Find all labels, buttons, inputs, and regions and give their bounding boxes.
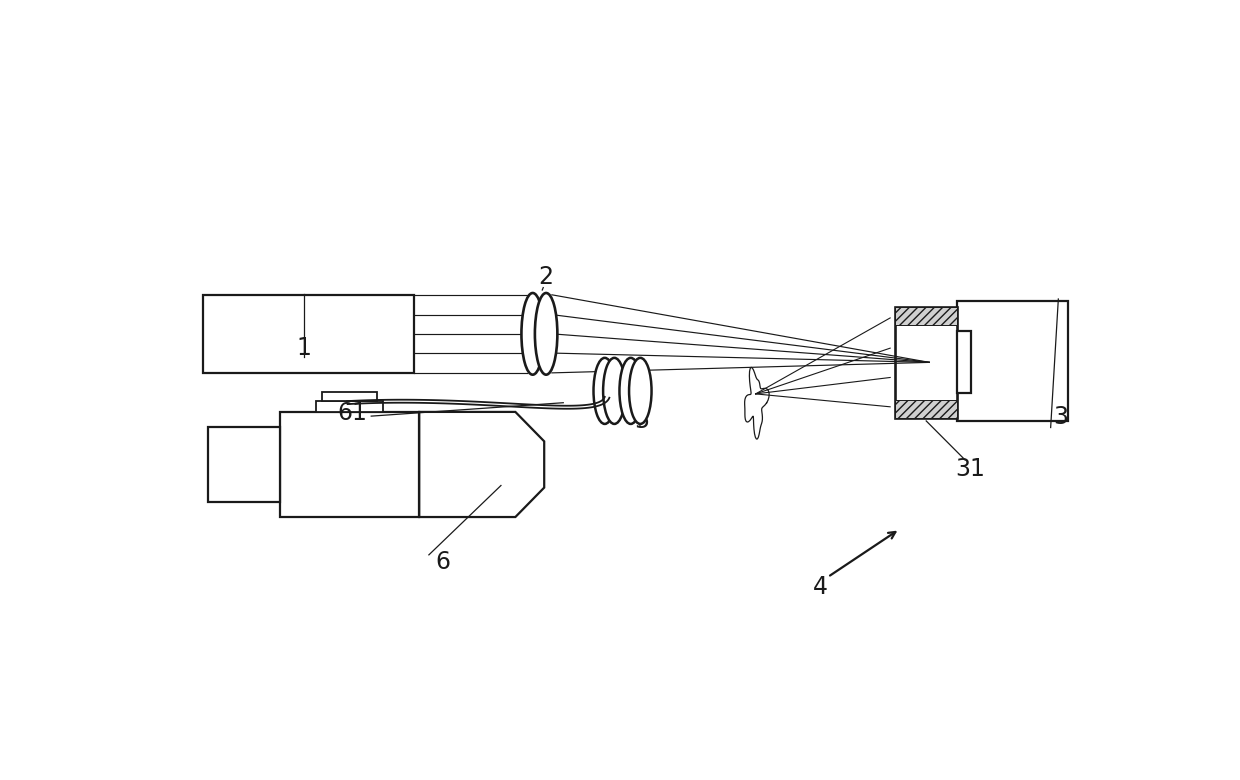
- Bar: [208, 427, 280, 502]
- Polygon shape: [419, 412, 544, 517]
- Ellipse shape: [629, 358, 651, 424]
- Ellipse shape: [620, 358, 642, 424]
- Bar: [957, 332, 971, 393]
- Text: 4: 4: [812, 576, 827, 599]
- Text: 1: 1: [296, 336, 311, 360]
- Ellipse shape: [594, 358, 616, 424]
- Bar: [316, 401, 383, 412]
- Text: 61: 61: [337, 401, 367, 425]
- Text: 5: 5: [634, 409, 649, 433]
- Text: 2: 2: [538, 264, 553, 289]
- Bar: [895, 307, 957, 324]
- Text: 3: 3: [1053, 405, 1068, 429]
- Bar: [895, 307, 957, 418]
- Text: 6: 6: [435, 550, 451, 574]
- Ellipse shape: [603, 358, 626, 424]
- Bar: [957, 301, 1068, 421]
- Bar: [321, 392, 377, 401]
- Ellipse shape: [534, 293, 557, 374]
- Bar: [895, 400, 957, 418]
- Text: 31: 31: [955, 457, 985, 481]
- Bar: [203, 295, 414, 373]
- Ellipse shape: [522, 293, 544, 374]
- Bar: [280, 412, 419, 517]
